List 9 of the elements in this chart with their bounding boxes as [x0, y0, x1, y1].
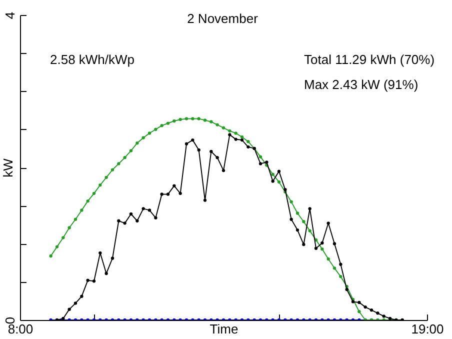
x-axis-title: Time [210, 322, 238, 336]
x-tick-label: 19:00 [411, 322, 444, 336]
y-tick-label: 0 [2, 316, 18, 324]
annotation: 2.58 kWh/kWp [50, 52, 135, 67]
y-tick-label: 4 [2, 12, 18, 20]
annotation: Total 11.29 kWh (70%) [304, 52, 435, 67]
chart-title: 2 November [187, 11, 259, 26]
y-axis-title: kW [0, 158, 16, 178]
annotation: Max 2.43 kW (91%) [304, 77, 418, 92]
